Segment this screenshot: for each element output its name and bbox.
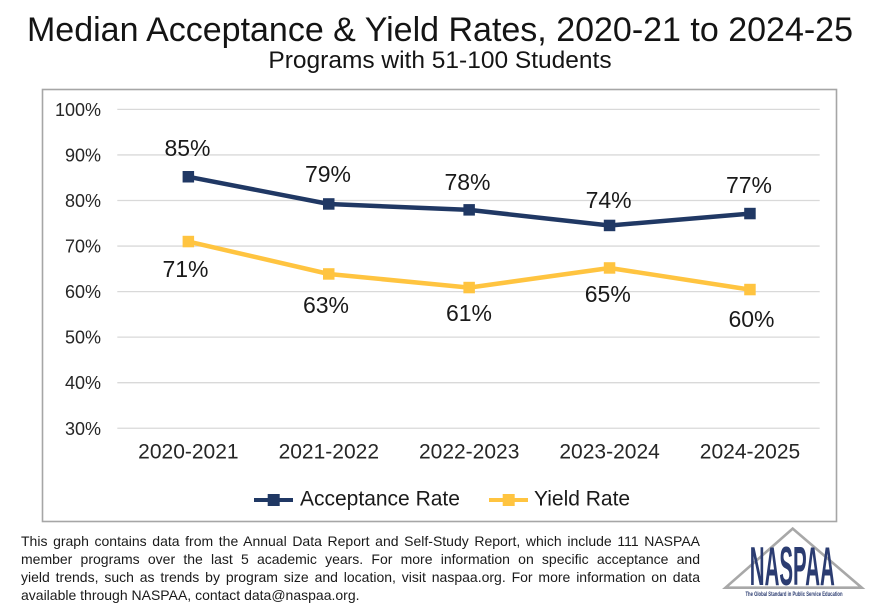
svg-text:100%: 100%: [55, 100, 101, 120]
svg-text:85%: 85%: [164, 135, 210, 161]
svg-text:61%: 61%: [446, 300, 492, 326]
svg-text:40%: 40%: [65, 373, 101, 393]
svg-text:30%: 30%: [65, 419, 101, 439]
svg-text:2021-2022: 2021-2022: [279, 441, 379, 464]
svg-text:50%: 50%: [65, 328, 101, 348]
svg-text:74%: 74%: [586, 187, 632, 213]
svg-text:Acceptance Rate: Acceptance Rate: [300, 488, 460, 511]
svg-text:70%: 70%: [65, 237, 101, 257]
svg-text:78%: 78%: [444, 169, 490, 195]
svg-text:77%: 77%: [726, 172, 772, 198]
svg-text:2020-2021: 2020-2021: [138, 441, 238, 464]
svg-text:2024-2025: 2024-2025: [700, 441, 800, 464]
svg-text:Yield Rate: Yield Rate: [534, 488, 630, 511]
svg-text:90%: 90%: [65, 145, 101, 165]
svg-text:80%: 80%: [65, 191, 101, 211]
svg-text:60%: 60%: [728, 306, 774, 332]
svg-text:79%: 79%: [305, 161, 351, 187]
svg-text:2023-2024: 2023-2024: [559, 441, 660, 464]
svg-text:The Global Standard in Public: The Global Standard in Public Service Ed…: [746, 591, 843, 598]
svg-text:65%: 65%: [585, 281, 631, 307]
svg-text:63%: 63%: [303, 292, 349, 318]
svg-text:2022-2023: 2022-2023: [419, 441, 519, 464]
svg-text:71%: 71%: [162, 256, 208, 282]
svg-text:60%: 60%: [65, 282, 101, 302]
svg-text:NASPAA: NASPAA: [750, 536, 835, 597]
